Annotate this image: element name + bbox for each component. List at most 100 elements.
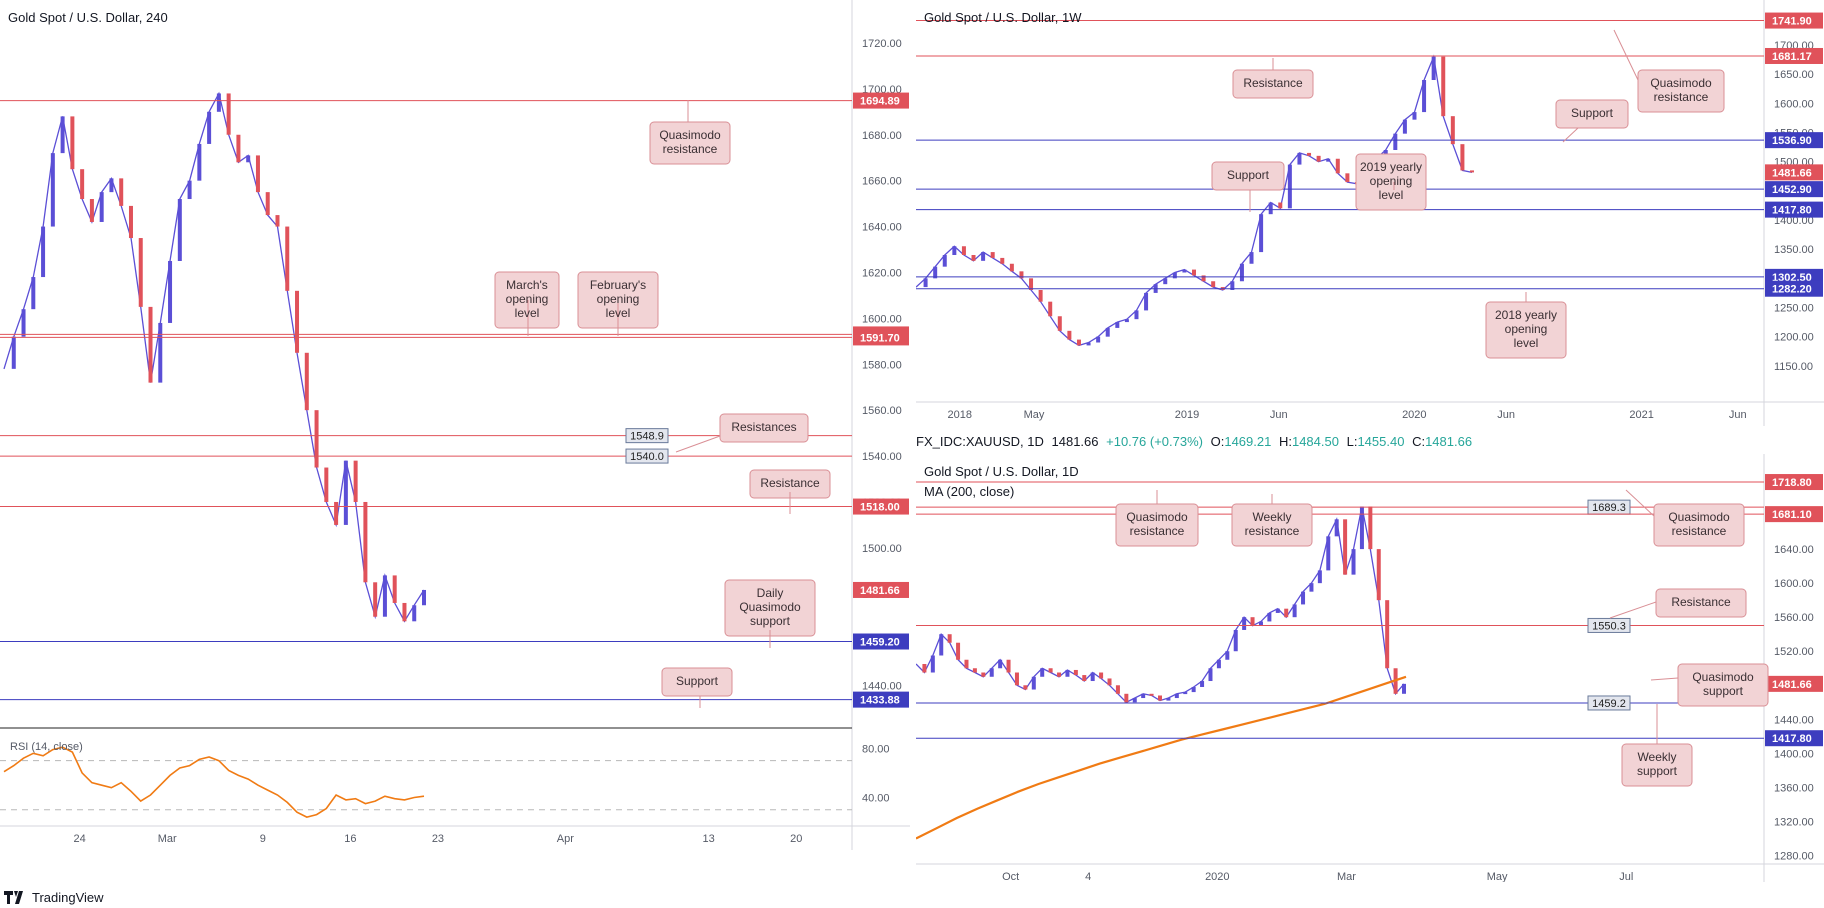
time-tick-label: 24 <box>74 833 86 845</box>
price-candle <box>1090 672 1095 682</box>
price-candle <box>1134 310 1139 320</box>
time-tick-label: 16 <box>344 833 356 845</box>
annotation-box <box>661 667 733 697</box>
price-candle <box>1393 133 1398 150</box>
price-candle <box>1326 536 1331 571</box>
ohlc-high: 1484.50 <box>1291 434 1339 449</box>
ohlc-h-label: H: <box>1278 434 1292 449</box>
price-tick-label: 1600.00 <box>862 313 902 325</box>
annotation-box <box>1637 69 1725 113</box>
price-candle <box>1287 164 1292 209</box>
price-candle <box>989 668 994 677</box>
price-candle <box>971 255 976 261</box>
price-candle <box>138 238 143 307</box>
ohlc-symbol: FX_IDC:XAUUSD, 1D <box>916 434 1044 449</box>
price-badge <box>1765 201 1823 218</box>
annotation-text: resistance <box>1654 90 1709 104</box>
price-candle <box>314 410 319 468</box>
price-tick-label: 1660.00 <box>862 176 902 188</box>
price-candle <box>933 266 938 279</box>
price-candle <box>128 205 133 239</box>
price-candle <box>1105 327 1110 337</box>
time-tick-label: 2020 <box>1402 409 1426 421</box>
annotation-text: support <box>1637 764 1678 778</box>
price-candle <box>1307 152 1312 156</box>
price-candle <box>246 155 251 163</box>
annotation-pointer <box>1613 29 1639 81</box>
annotation-text: resistance <box>1245 524 1300 538</box>
price-candle <box>1174 693 1179 699</box>
price-candle <box>1317 570 1322 584</box>
annotation-text: 2019 yearly <box>1360 160 1422 174</box>
price-candle <box>1431 56 1436 80</box>
weekly-chart[interactable]: 1150.001200.001250.001300.001350.001400.… <box>916 0 1824 430</box>
price-candle <box>1345 173 1350 183</box>
price-badge-label: 1741.90 <box>1772 16 1812 28</box>
price-badge-label: 1481.66 <box>860 585 900 597</box>
annotation-pointer <box>1562 127 1579 143</box>
price-candle <box>1132 698 1137 703</box>
annotation-text: Daily <box>757 586 784 600</box>
rsi-tick-label: 40.00 <box>862 792 890 804</box>
h4-chart-panel[interactable]: 1440.001460.001480.001500.001520.001540.… <box>0 0 910 858</box>
price-candle <box>1233 629 1238 652</box>
annotation-text: Support <box>1227 168 1270 182</box>
annotation-text: Weekly <box>1637 750 1676 764</box>
price-candle <box>1250 617 1255 626</box>
chart-title: Gold Spot / U.S. Dollar, 1W <box>924 10 1082 25</box>
price-candle <box>50 153 55 227</box>
price-badge <box>1765 474 1823 491</box>
annotation-text: support <box>1703 684 1744 698</box>
price-candle <box>1107 678 1112 686</box>
price-candle <box>1163 278 1168 285</box>
price-candle <box>1096 336 1101 343</box>
price-candle <box>1412 112 1417 120</box>
price-candle <box>1249 252 1254 264</box>
price-series-line <box>3 91 425 623</box>
price-candle <box>1115 685 1120 694</box>
annotation-text: opening <box>1505 322 1548 336</box>
price-candle <box>1029 278 1034 290</box>
price-candle <box>961 246 966 255</box>
price-candle <box>1211 281 1216 288</box>
time-tick-label: 2021 <box>1629 409 1653 421</box>
price-tick-label: 1400.00 <box>1774 748 1814 760</box>
h4-chart[interactable]: 1440.001460.001480.001500.001520.001540.… <box>0 0 910 858</box>
price-candle <box>31 277 36 310</box>
daily-chart[interactable]: 1280.001320.001360.001400.001440.001480.… <box>916 454 1824 882</box>
price-candle <box>60 116 65 154</box>
price-candle <box>1402 119 1407 134</box>
price-candle <box>1149 693 1154 696</box>
price-candle <box>942 255 947 267</box>
time-tick-label: May <box>1024 409 1045 421</box>
price-candle <box>89 199 94 222</box>
annotation-box <box>719 413 809 443</box>
weekly-chart-panel[interactable]: 1150.001200.001250.001300.001350.001400.… <box>916 0 1824 430</box>
daily-chart-panel[interactable]: 1280.001320.001360.001400.001440.001480.… <box>916 454 1824 882</box>
price-candle <box>207 111 212 144</box>
price-candle <box>177 199 182 261</box>
price-badge-label: 1518.00 <box>860 502 900 514</box>
tradingview-brand[interactable]: TradingView <box>4 890 104 905</box>
price-candle <box>1065 669 1070 677</box>
price-candle <box>1326 158 1331 162</box>
price-candle <box>990 252 995 258</box>
time-tick-label: Mar <box>1337 871 1356 882</box>
annotation-box <box>1655 588 1747 618</box>
price-tick-label: 1540.00 <box>862 451 902 463</box>
annotation-text: level <box>515 306 540 320</box>
level-tag-label: 1540.0 <box>630 451 664 463</box>
price-tick-label: 1400.00 <box>1774 215 1814 227</box>
annotation-text: March's <box>506 278 548 292</box>
time-tick-label: Mar <box>158 833 177 845</box>
price-candle <box>1141 693 1146 699</box>
price-tick-label: 1150.00 <box>1774 361 1813 373</box>
annotation-box <box>1677 663 1769 707</box>
price-tick-label: 1600.00 <box>1774 98 1814 110</box>
indicator-label: MA (200, close) <box>924 484 1014 499</box>
price-candle <box>187 180 192 200</box>
level-tag-box <box>1587 617 1631 633</box>
annotation-text: Resistance <box>1243 76 1303 90</box>
price-candle <box>1292 604 1297 618</box>
price-candle <box>148 306 153 383</box>
